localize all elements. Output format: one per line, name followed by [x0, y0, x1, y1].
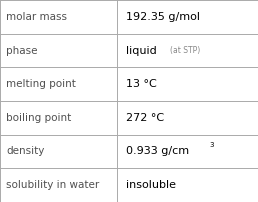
Text: solubility in water: solubility in water: [6, 180, 100, 190]
Text: liquid: liquid: [126, 45, 157, 56]
Text: 13 °C: 13 °C: [126, 79, 157, 89]
Text: 3: 3: [209, 142, 214, 148]
Text: boiling point: boiling point: [6, 113, 72, 123]
Text: density: density: [6, 146, 45, 157]
Text: 272 °C: 272 °C: [126, 113, 165, 123]
Text: 192.35 g/mol: 192.35 g/mol: [126, 12, 200, 22]
Text: insoluble: insoluble: [126, 180, 176, 190]
Text: molar mass: molar mass: [6, 12, 67, 22]
Text: phase: phase: [6, 45, 38, 56]
Text: melting point: melting point: [6, 79, 76, 89]
Text: 0.933 g/cm: 0.933 g/cm: [126, 146, 190, 157]
Text: (at STP): (at STP): [170, 46, 200, 55]
